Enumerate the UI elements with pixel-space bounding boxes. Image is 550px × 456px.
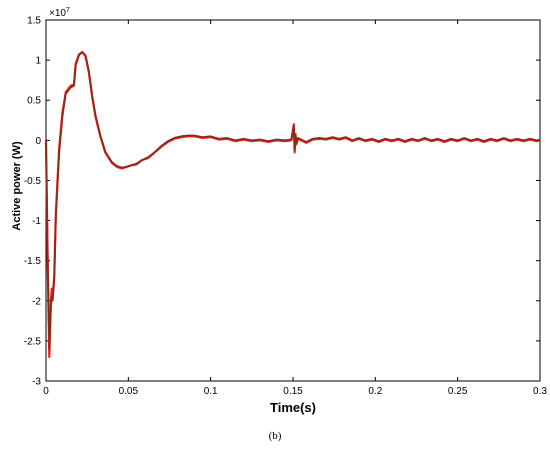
x-axis-ticks: 0 0.05 0.1 0.15 0.2 0.25 0.3 xyxy=(43,20,547,397)
x-tick-label: 0 xyxy=(43,386,49,397)
x-tick-label: 0.25 xyxy=(448,386,468,397)
y-tick-label: -3 xyxy=(32,377,41,388)
y-tick-label: -1.5 xyxy=(24,256,42,267)
x-tick-label: 0.1 xyxy=(204,386,218,397)
y-tick-label: 1 xyxy=(35,56,41,67)
x-tick-label: 0.05 xyxy=(119,386,139,397)
series-line-2 xyxy=(45,51,541,350)
y-tick-label: -0.5 xyxy=(24,176,42,187)
y-tick-label: 0.5 xyxy=(27,96,41,107)
plot-area xyxy=(45,19,541,382)
y-tick-label: -2.5 xyxy=(24,336,42,347)
axes-frame xyxy=(45,19,541,382)
y-tick-label: -2 xyxy=(32,296,41,307)
y-exponent-label: ×107 xyxy=(49,7,70,19)
figure-caption: (b) xyxy=(268,430,282,442)
y-exponent-power: 7 xyxy=(66,7,70,14)
x-axis-label: Time(s) xyxy=(270,400,316,415)
y-tick-label: -1 xyxy=(32,216,41,227)
y-exponent-base: ×10 xyxy=(49,8,66,19)
y-tick-label: 0 xyxy=(35,136,41,147)
x-tick-label: 0.2 xyxy=(368,386,382,397)
y-tick-label: 1.5 xyxy=(27,16,41,27)
x-tick-label: 0.15 xyxy=(283,386,303,397)
series-layer xyxy=(44,50,541,359)
y-axis-ticks: -3 -2.5 -2 -1.5 -1 -0.5 0 0.5 1 1.5 xyxy=(24,16,540,388)
y-axis-label: Active power (W) xyxy=(11,141,23,231)
x-tick-label: 0.3 xyxy=(533,386,547,397)
